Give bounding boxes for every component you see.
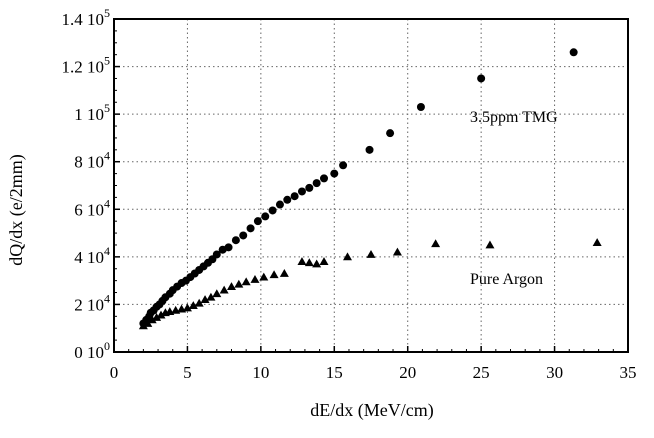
tmg-data-point [212, 250, 221, 259]
y-tick-mantissa: 1 10 [74, 105, 104, 124]
tmg-data-point [224, 243, 233, 252]
argon-data-point [156, 310, 166, 319]
y-tick-exponent: 4 [104, 196, 110, 210]
argon-data-point [212, 289, 222, 298]
y-tick-exponent: 5 [104, 101, 110, 115]
argon-data-point [592, 238, 602, 246]
argon-data-point [188, 301, 198, 309]
y-tick-exponent: 4 [104, 149, 110, 163]
x-tick-label: 30 [546, 363, 563, 382]
argon-series-label: Pure Argon [470, 271, 543, 288]
tmg-data-point [339, 161, 348, 170]
y-tick-label: 1 105 [74, 101, 110, 124]
argon-series [138, 238, 602, 330]
argon-data-point [194, 298, 204, 307]
y-tick-label: 1.4 105 [62, 6, 111, 29]
argon-data-point [200, 295, 210, 304]
tmg-data-point [283, 195, 292, 204]
tmg-data-point [239, 231, 248, 240]
y-tick-label: 8 104 [74, 149, 110, 172]
tmg-data-point [312, 179, 321, 188]
argon-data-point [182, 303, 192, 312]
argon-data-point [343, 252, 353, 261]
y-tick-mantissa: 8 10 [74, 153, 104, 172]
argon-data-point [431, 239, 441, 248]
tmg-data-point [569, 48, 578, 57]
y-tick-mantissa: 2 10 [74, 295, 104, 314]
argon-data-point [366, 249, 376, 258]
tmg-data-point [231, 236, 240, 245]
tmg-data-point [330, 169, 339, 178]
tmg-data-point [297, 187, 306, 196]
argon-data-point [143, 318, 153, 327]
tmg-data-point [305, 183, 314, 192]
argon-data-point [250, 274, 260, 283]
tmg-data-point [275, 200, 284, 209]
argon-data-point [147, 315, 157, 324]
tmg-data-point [320, 174, 329, 183]
argon-data-point [319, 257, 329, 265]
argon-data-point [485, 240, 495, 249]
y-tick-mantissa: 1.2 10 [62, 58, 105, 77]
argon-data-point [279, 269, 289, 277]
y-tick-label: 0 100 [74, 339, 110, 362]
tmg-data-point [386, 129, 395, 138]
axis-ticks [113, 18, 629, 353]
tmg-data-point [268, 206, 277, 215]
tmg-data-point [246, 224, 255, 233]
y-tick-label: 1.2 105 [62, 54, 111, 77]
y-tick-mantissa: 1.4 10 [62, 10, 105, 29]
data-series [138, 48, 602, 330]
argon-data-point [206, 292, 216, 301]
tmg-data-point [477, 74, 486, 83]
argon-data-point [259, 272, 269, 281]
y-tick-mantissa: 0 10 [74, 343, 104, 362]
y-tick-exponent: 5 [104, 54, 110, 68]
argon-data-point [392, 247, 402, 256]
y-tick-label: 6 104 [74, 196, 110, 219]
argon-data-point [297, 257, 307, 265]
x-tick-label: 20 [399, 363, 416, 382]
tmg-data-point [261, 212, 270, 221]
x-tick-label: 25 [473, 363, 490, 382]
argon-data-point [138, 321, 148, 330]
argon-data-point [269, 270, 279, 279]
tmg-data-point [365, 145, 374, 154]
tmg-data-point [416, 103, 425, 112]
y-tick-exponent: 0 [104, 339, 110, 353]
argon-data-point [312, 259, 322, 268]
y-tick-mantissa: 6 10 [74, 200, 104, 219]
x-tick-label: 5 [183, 363, 192, 382]
x-tick-label: 35 [620, 363, 637, 382]
y-tick-label: 4 104 [74, 244, 110, 267]
argon-data-point [226, 282, 236, 290]
y-tick-exponent: 5 [104, 6, 110, 20]
x-axis-title: dE/dx (MeV/cm) [310, 400, 433, 421]
argon-data-point [152, 313, 162, 321]
y-axis-title: dQ/dx (e/2mm) [6, 154, 27, 265]
argon-data-point [219, 285, 229, 294]
tmg-data-point [290, 192, 299, 201]
y-tick-exponent: 4 [104, 291, 110, 305]
argon-data-point [241, 277, 251, 286]
x-tick-label: 15 [326, 363, 343, 382]
y-tick-label: 2 104 [74, 291, 110, 314]
tmg-series [139, 48, 578, 328]
y-tick-mantissa: 4 10 [74, 248, 104, 267]
tmg-data-point [253, 217, 262, 226]
argon-data-point [304, 258, 314, 267]
tmg-series-label: 3.5ppm TMG [470, 109, 558, 126]
x-tick-labels: 0 5 10 15 20 25 30 35 [110, 363, 637, 382]
x-tick-label: 10 [252, 363, 269, 382]
y-tick-exponent: 4 [104, 244, 110, 258]
x-tick-label: 0 [110, 363, 119, 382]
argon-data-point [234, 279, 244, 288]
